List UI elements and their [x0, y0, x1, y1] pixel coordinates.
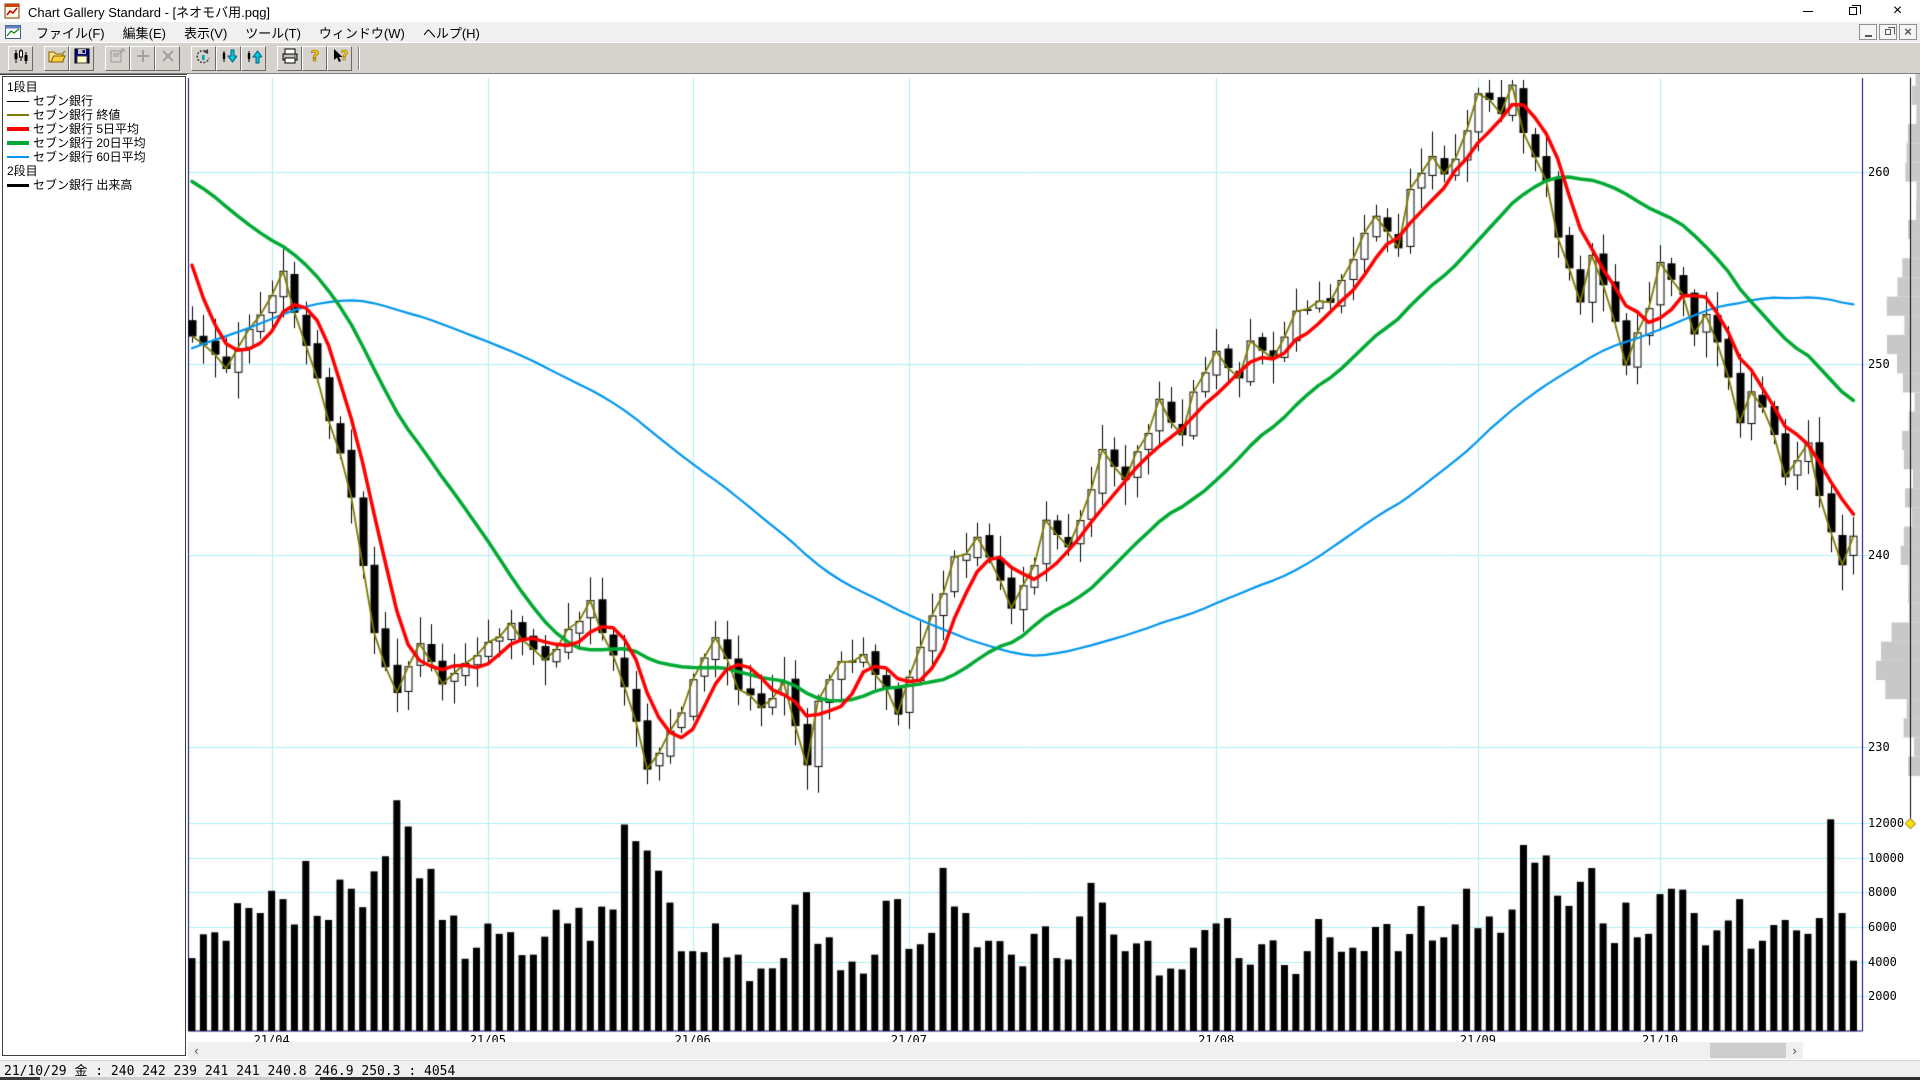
plus-icon: [135, 48, 151, 69]
scroll-left-icon: ‹: [194, 1043, 199, 1058]
menu-item-5[interactable]: ヘルプ(H): [422, 25, 480, 41]
delete-button: [155, 46, 180, 71]
toolbar-separator: [358, 47, 360, 70]
status-bar: 21/10/29 金 : 240 242 239 241 241 240.8 2…: [0, 1060, 1920, 1079]
upload-button[interactable]: [241, 46, 266, 71]
save-button[interactable]: [69, 46, 94, 71]
volume-tick-label: 6000: [1868, 919, 1897, 934]
child-restore-icon: [1885, 27, 1895, 35]
bottom-strip-segment-2: [320, 1077, 1920, 1080]
legend-item: セブン銀行 5日平均: [7, 122, 181, 136]
minimize-button[interactable]: [1785, 0, 1830, 22]
printer-icon: [281, 48, 299, 69]
context-help-button[interactable]: ?: [327, 46, 352, 71]
legend-item: セブン銀行: [7, 94, 181, 108]
minimize-icon: [1802, 10, 1813, 12]
scrollbar-thumb[interactable]: [1710, 1043, 1786, 1058]
x-icon: [160, 48, 176, 69]
floppy-icon: [74, 48, 90, 69]
legend-line-swatch: [7, 183, 29, 187]
candlestick-icon: [12, 48, 29, 70]
restore-icon: [1848, 5, 1861, 15]
legend-item: セブン銀行 60日平均: [7, 150, 181, 164]
legend-line-swatch: [7, 156, 29, 158]
question-icon: ?: [308, 47, 322, 69]
legend-label: セブン銀行 5日平均: [33, 122, 140, 136]
menu-item-1[interactable]: 編集(E): [122, 25, 166, 41]
legend-line-swatch: [7, 141, 29, 145]
document-icon: [5, 25, 21, 39]
svg-text:?: ?: [310, 48, 319, 64]
child-restore-button[interactable]: [1879, 24, 1897, 40]
legend-label: セブン銀行 終値: [33, 108, 121, 122]
scroll-left-button[interactable]: ‹: [188, 1042, 205, 1059]
legend-item: セブン銀行 終値: [7, 108, 181, 122]
volume-tick-label: 4000: [1868, 954, 1897, 969]
close-icon: ×: [1892, 2, 1903, 19]
update-data-button[interactable]: [191, 46, 216, 71]
properties-button: [105, 46, 130, 71]
legend-label: セブン銀行 20日平均: [33, 136, 146, 150]
svg-text:?: ?: [340, 49, 348, 64]
add-button: [130, 46, 155, 71]
legend-panel: 1段目 セブン銀行 セブン銀行 終値 セブン銀行 5日平均 セブン銀行 20日平均 セブン…: [2, 76, 186, 1056]
bottom-strip-segment-0: [0, 1077, 40, 1080]
price-tick-label: 240: [1868, 548, 1890, 563]
help-button[interactable]: ?: [302, 46, 327, 71]
child-close-icon: ×: [1904, 24, 1912, 39]
horizontal-scrollbar[interactable]: ‹ ›: [188, 1042, 1803, 1059]
open-button[interactable]: [44, 46, 69, 71]
scroll-right-icon: ›: [1792, 1043, 1797, 1058]
legend-line-swatch: [7, 127, 29, 131]
down-arrow-icon: [220, 48, 238, 70]
toolbar: ??: [0, 42, 1920, 74]
close-button[interactable]: ×: [1875, 0, 1920, 22]
menu-bar: ファイル(F) 編集(E) 表示(V) ツール(T) ウィンドウ(W) ヘルプ(H) ×: [0, 22, 1920, 42]
child-close-button[interactable]: ×: [1899, 24, 1917, 40]
up-arrow-icon: [245, 48, 263, 70]
legend-line-swatch: [7, 100, 29, 102]
legend-label: セブン銀行: [33, 94, 94, 108]
new-chart-button[interactable]: [8, 46, 33, 71]
price-tick-label: 260: [1868, 165, 1890, 179]
chart-plot-area[interactable]: [187, 74, 1920, 1060]
legend-line-swatch: [7, 114, 29, 116]
legend-item: セブン銀行 出来高: [7, 178, 181, 192]
window-title: Chart Gallery Standard - [ネオモバ用.pqg]: [28, 4, 271, 20]
volume-tick-label: 10000: [1868, 850, 1905, 865]
legend-section-title-1: 2段目: [7, 164, 38, 178]
print-button[interactable]: [277, 46, 302, 71]
menu-item-4[interactable]: ウィンドウ(W): [318, 25, 405, 41]
volume-tick-label: 12000: [1868, 815, 1905, 830]
legend-item: セブン銀行 20日平均: [7, 136, 181, 150]
legend-label: セブン銀行 出来高: [33, 178, 133, 192]
legend-label: セブン銀行 60日平均: [33, 150, 146, 164]
scroll-right-button[interactable]: ›: [1786, 1042, 1803, 1059]
open-folder-icon: [48, 49, 66, 69]
status-text: 21/10/29 金 : 240 242 239 241 241 240.8 2…: [4, 1063, 456, 1079]
restore-button[interactable]: [1830, 0, 1875, 22]
properties-icon: [109, 48, 126, 69]
volume-tick-label: 2000: [1868, 989, 1897, 1004]
refresh-icon: [195, 48, 212, 70]
title-bar: Chart Gallery Standard - [ネオモバ用.pqg] ×: [0, 0, 1920, 22]
child-minimize-button[interactable]: [1859, 24, 1877, 40]
price-tick-label: 230: [1868, 740, 1890, 755]
legend-section-title-0: 1段目: [7, 80, 38, 94]
chart-region: 260 250 240 230 12000 10000 8000 6000 4000 2000 21…: [187, 74, 1920, 1060]
bottom-strip-segment-1: [40, 1077, 320, 1080]
volume-tick-label: 8000: [1868, 885, 1897, 900]
menu-item-0[interactable]: ファイル(F): [36, 25, 105, 41]
menu-item-2[interactable]: 表示(V): [183, 25, 228, 41]
menu-item-3[interactable]: ツール(T): [245, 25, 301, 41]
app-icon: [4, 3, 20, 19]
price-tick-label: 250: [1868, 356, 1890, 371]
download-button[interactable]: [216, 46, 241, 71]
bottom-strip: [0, 1077, 1920, 1080]
child-minimize-icon: [1864, 35, 1872, 37]
arrow-question-icon: ?: [331, 48, 349, 69]
